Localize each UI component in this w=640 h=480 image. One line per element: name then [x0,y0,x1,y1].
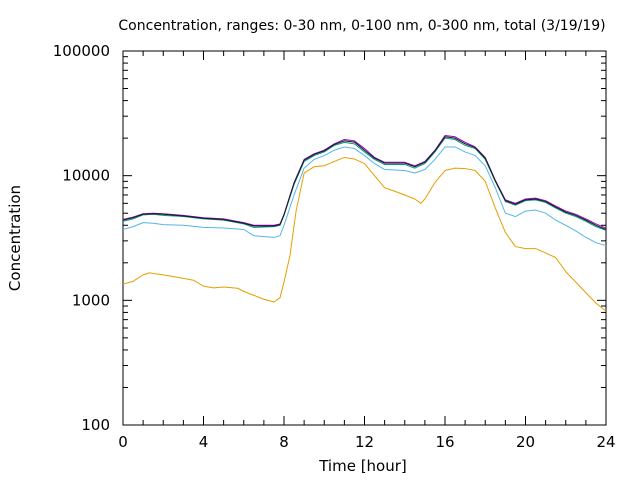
x-axis-label: Time [hour] [318,457,407,475]
y-tick-label: 100000 [53,42,110,60]
plot-frame [122,50,607,426]
y-tick-label: 10000 [62,167,110,185]
y-tick-label: 100 [81,416,110,434]
y-axis-label: Concentration [6,185,24,291]
x-tick-label: 0 [118,433,128,451]
x-tick-label: 16 [435,433,454,451]
x-tick-label: 24 [596,433,615,451]
series-line-4 [122,135,607,229]
y-axis: 100 1000 10000 100000 [53,42,606,434]
x-tick-label: 4 [199,433,209,451]
x-tick-label: 8 [279,433,289,451]
x-tick-label: 12 [355,433,374,451]
series-line-2 [122,146,607,247]
series-layer [122,135,607,312]
chart-title: Concentration, ranges: 0-30 nm, 0-100 nm… [118,18,605,34]
series-line-3 [122,137,607,231]
x-axis: 0 4 8 12 16 20 24 [118,51,616,451]
x-tick-label: 20 [516,433,535,451]
series-line-5 [122,136,607,230]
y-tick-label: 1000 [72,291,110,309]
series-line-1 [122,156,607,312]
